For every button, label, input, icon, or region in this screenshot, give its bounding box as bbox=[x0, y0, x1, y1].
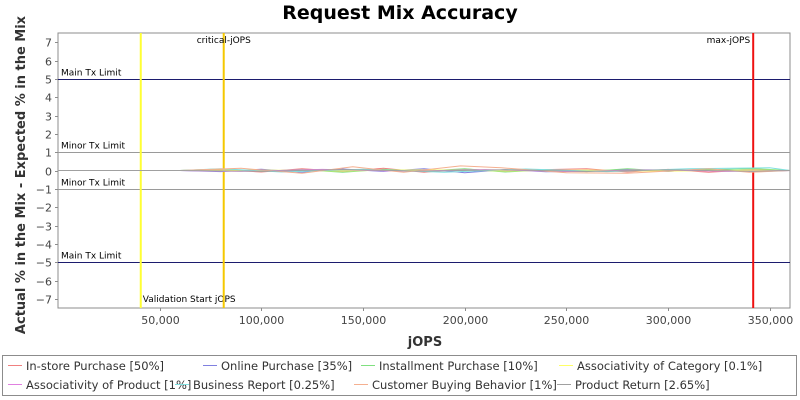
legend-label: Customer Buying Behavior [1%] bbox=[372, 378, 557, 392]
legend-item: Customer Buying Behavior [1%] bbox=[354, 378, 557, 392]
legend-swatch bbox=[559, 365, 573, 366]
x-axis-label: jOPS bbox=[407, 335, 442, 350]
chart-title: Request Mix Accuracy bbox=[282, 2, 518, 24]
y-tick-label: 1 bbox=[45, 147, 52, 160]
y-tick-label: −5 bbox=[36, 257, 52, 270]
x-tick-label: 150,000 bbox=[341, 314, 387, 327]
legend-swatch bbox=[8, 365, 22, 366]
x-tick-label: 350,000 bbox=[748, 314, 794, 327]
legend-swatch bbox=[175, 384, 189, 385]
legend-swatch bbox=[354, 384, 368, 385]
legend-swatch bbox=[203, 365, 217, 366]
legend-item: Associativity of Category [0.1%] bbox=[559, 359, 762, 373]
reference-line-label: Validation Start jOPS bbox=[143, 295, 236, 305]
reference-line-label: Main Tx Limit bbox=[61, 252, 122, 262]
x-tick-label: 200,000 bbox=[443, 314, 489, 327]
x-tick-label: 100,000 bbox=[239, 314, 285, 327]
y-tick-label: −6 bbox=[36, 276, 52, 289]
legend-item: Business Report [0.25%] bbox=[175, 378, 335, 392]
legend-swatch bbox=[557, 384, 571, 385]
reference-line-label: Minor Tx Limit bbox=[61, 142, 126, 152]
legend-label: Installment Purchase [10%] bbox=[379, 359, 538, 373]
y-tick-label: −2 bbox=[36, 202, 52, 215]
reference-line-label: Main Tx Limit bbox=[61, 69, 122, 79]
legend-swatch bbox=[8, 384, 22, 385]
chart-legend: In-store Purchase [50%] Online Purchase [… bbox=[2, 355, 797, 396]
legend-item: In-store Purchase [50%] bbox=[8, 359, 164, 373]
series-line bbox=[58, 165, 791, 174]
y-tick-label: 4 bbox=[45, 92, 52, 105]
y-tick-label: 6 bbox=[45, 56, 52, 69]
legend-label: Business Report [0.25%] bbox=[193, 378, 335, 392]
y-tick-label: −4 bbox=[36, 239, 52, 252]
y-axis-label: Actual % in the Mix - Expected % in the … bbox=[14, 15, 29, 334]
reference-line-label: Minor Tx Limit bbox=[61, 179, 126, 189]
legend-label: Product Return [2.65%] bbox=[575, 378, 710, 392]
legend-label: Associativity of Category [0.1%] bbox=[577, 359, 763, 373]
reference-line-label: max-jOPS bbox=[707, 36, 751, 46]
y-tick-label: 5 bbox=[45, 74, 52, 87]
x-tick-label: 50,000 bbox=[141, 314, 180, 327]
y-tick-label: −7 bbox=[36, 294, 52, 307]
y-tick-label: 7 bbox=[45, 37, 52, 50]
reference-line-label: critical-jOPS bbox=[197, 36, 251, 46]
legend-label: Online Purchase [35%] bbox=[221, 359, 353, 373]
legend-item: Online Purchase [35%] bbox=[203, 359, 352, 373]
y-tick-label: −3 bbox=[36, 221, 52, 234]
legend-label: In-store Purchase [50%] bbox=[26, 359, 164, 373]
y-tick-label: −1 bbox=[36, 184, 52, 197]
y-tick-label: 0 bbox=[45, 166, 52, 179]
legend-label: Associativity of Product [1%] bbox=[26, 378, 192, 392]
x-tick-label: 250,000 bbox=[544, 314, 590, 327]
legend-item: Product Return [2.65%] bbox=[557, 378, 710, 392]
y-tick-label: 2 bbox=[45, 129, 52, 142]
series-line bbox=[58, 169, 791, 172]
y-tick-label: 3 bbox=[45, 111, 52, 124]
x-tick-label: 300,000 bbox=[646, 314, 692, 327]
legend-item: Associativity of Product [1%] bbox=[8, 378, 191, 392]
legend-item: Installment Purchase [10%] bbox=[361, 359, 538, 373]
legend-swatch bbox=[361, 365, 375, 366]
chart-plot: Main Tx Limit Minor Tx Limit Minor Tx Limi… bbox=[14, 15, 794, 350]
